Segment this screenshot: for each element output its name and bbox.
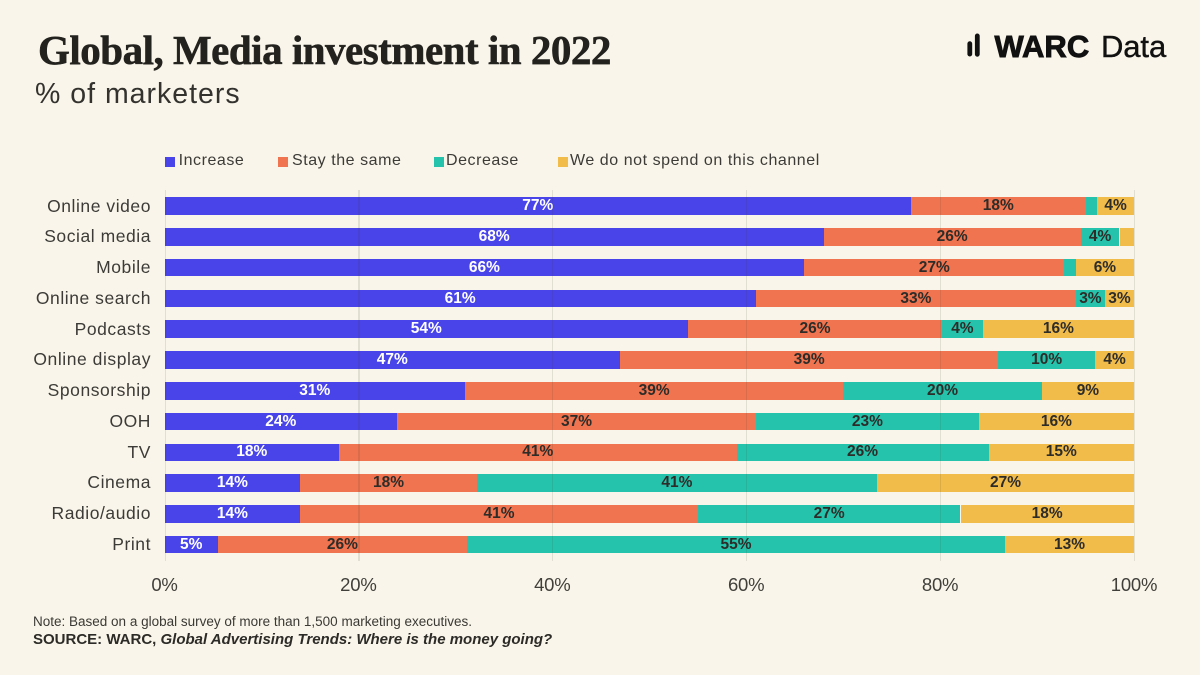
svg-text:WARC: WARC — [995, 29, 1090, 64]
svg-text:Data: Data — [1101, 29, 1167, 64]
